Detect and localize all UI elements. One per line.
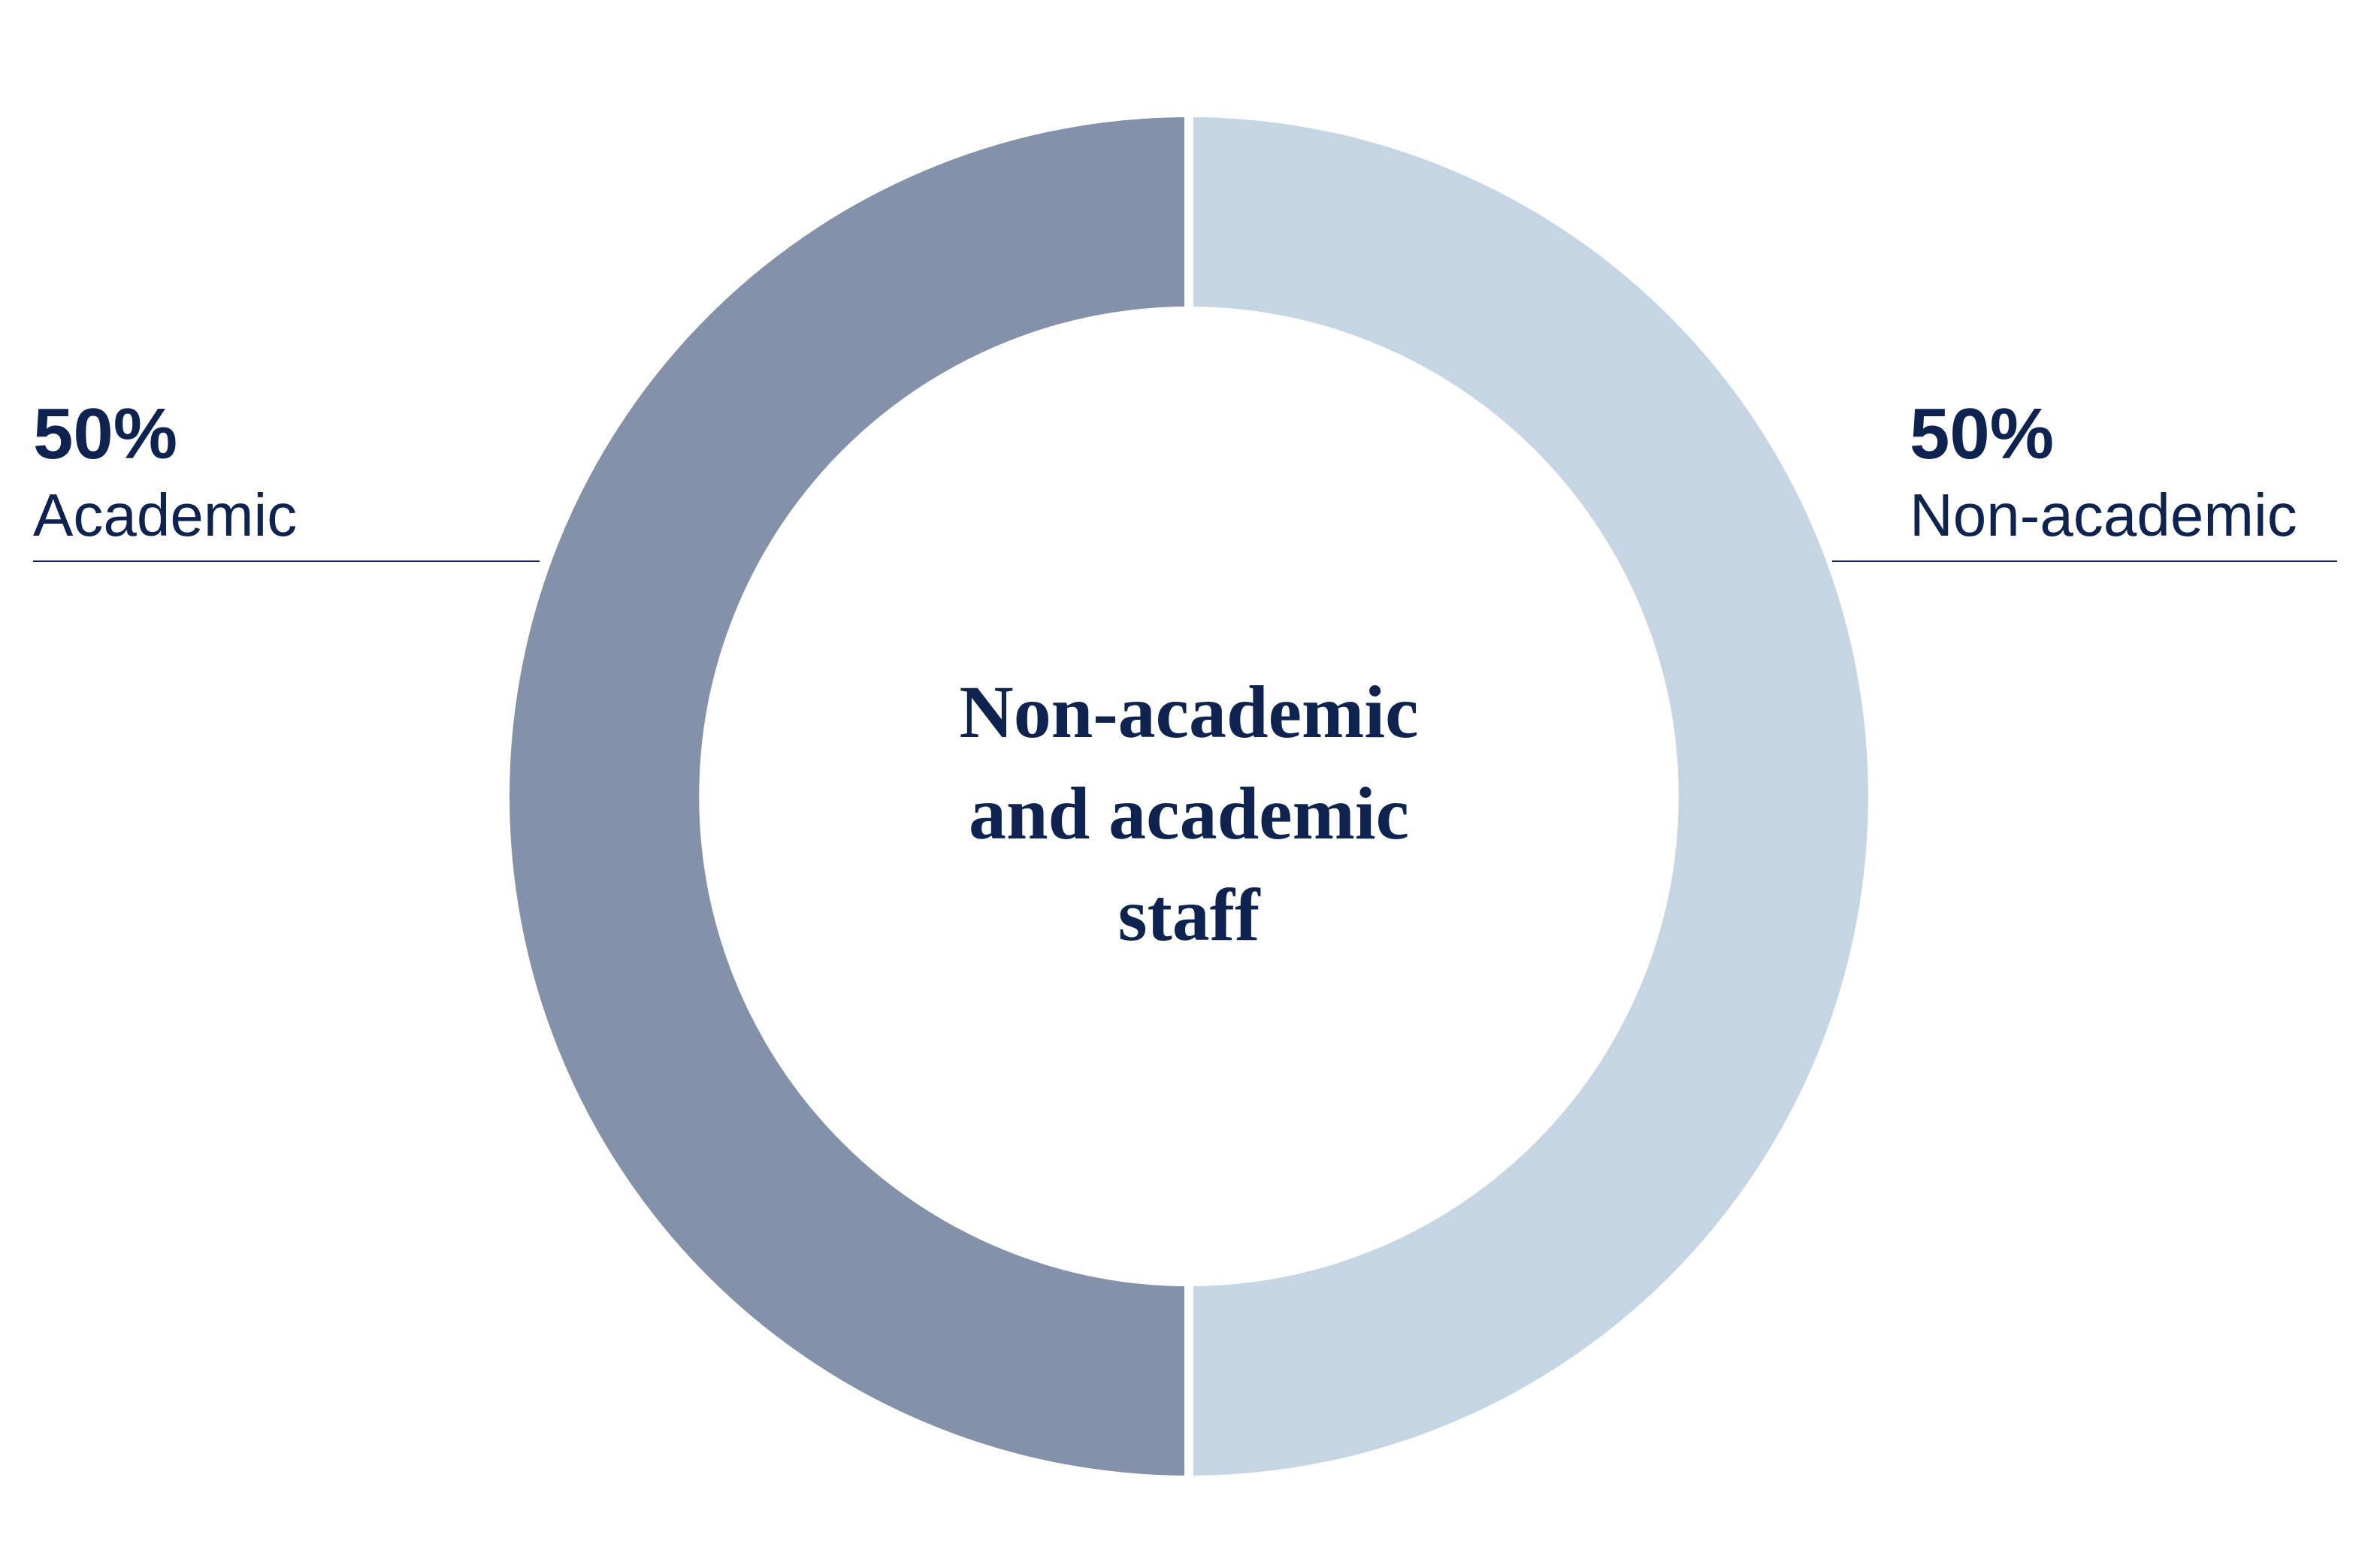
chart-title: Non-academic and academic staff xyxy=(959,670,1419,956)
category-label: Academic xyxy=(33,482,297,548)
value-label: 50% xyxy=(33,394,177,474)
value-label: 50% xyxy=(1910,394,2054,474)
category-label: Non-academic xyxy=(1910,482,2297,548)
slice xyxy=(1184,107,1877,1485)
slice xyxy=(500,107,1193,1485)
